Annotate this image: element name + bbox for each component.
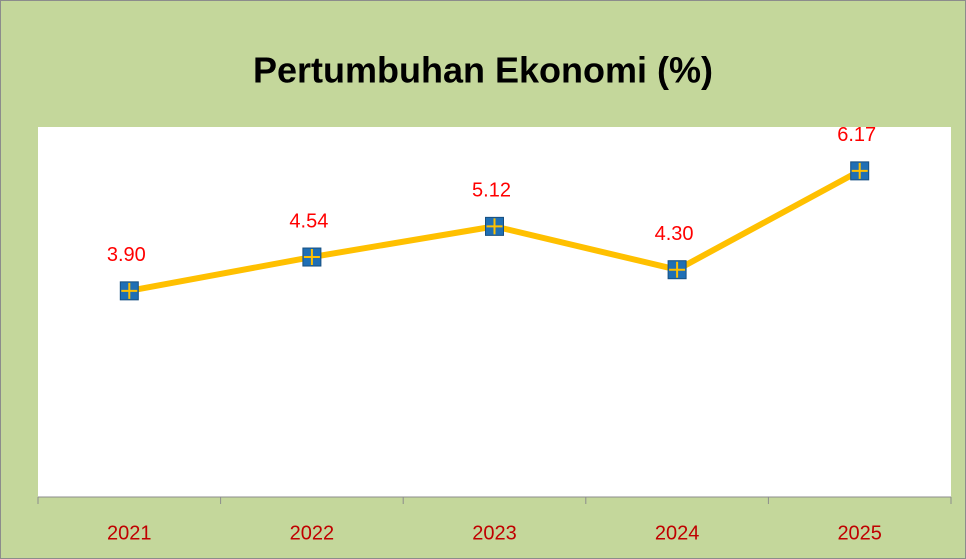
data-label: 5.12 [472, 180, 511, 202]
x-tick-label: 2024 [655, 522, 700, 544]
x-tick-label: 2022 [290, 522, 335, 544]
data-label: 4.54 [289, 210, 328, 232]
data-label: 3.90 [107, 244, 146, 266]
data-label: 4.30 [655, 223, 694, 245]
chart-title: Pertumbuhan Ekonomi (%) [253, 50, 713, 91]
marker [302, 247, 322, 267]
marker [850, 161, 870, 181]
x-tick-label: 2023 [472, 522, 517, 544]
x-tick-label: 2025 [837, 522, 882, 544]
marker [485, 216, 504, 236]
marker [667, 260, 687, 280]
data-label: 6.17 [837, 124, 876, 146]
x-tick-label: 2021 [107, 522, 152, 544]
marker [119, 281, 139, 301]
plot-area [38, 127, 951, 497]
